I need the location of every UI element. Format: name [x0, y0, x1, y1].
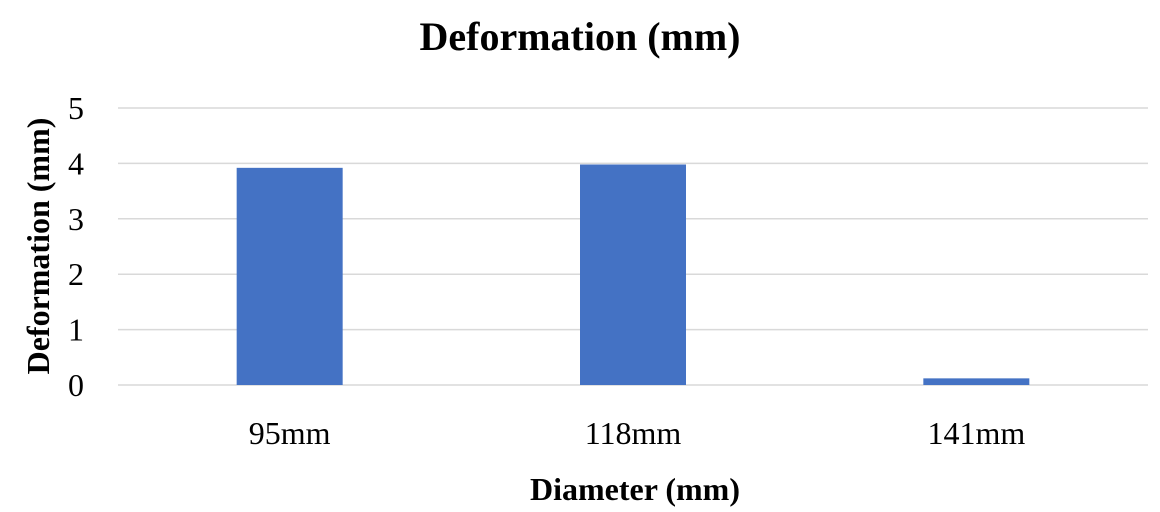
- bar-118mm: [580, 164, 686, 385]
- y-tick-label: 2: [68, 256, 84, 292]
- y-axis-title: Deformation (mm): [20, 118, 56, 375]
- chart-title: Deformation (mm): [420, 14, 741, 59]
- x-tick-label: 141mm: [927, 415, 1025, 451]
- y-tick-label: 3: [68, 201, 84, 237]
- bar-95mm: [236, 167, 343, 385]
- y-tick-label: 0: [68, 367, 84, 403]
- x-tick-label: 118mm: [585, 415, 682, 451]
- y-tick-label: 5: [68, 90, 84, 126]
- x-axis-title: Diameter (mm): [530, 471, 740, 507]
- y-axis-tick-labels: 0 1 2 3 4 5: [68, 90, 84, 403]
- bar-141mm: [923, 378, 1030, 385]
- x-tick-label: 95mm: [249, 415, 331, 451]
- y-tick-label: 1: [68, 312, 84, 348]
- x-axis-tick-labels: 95mm 118mm 141mm: [249, 415, 1026, 451]
- bars: [236, 164, 1030, 385]
- y-tick-label: 4: [68, 145, 84, 181]
